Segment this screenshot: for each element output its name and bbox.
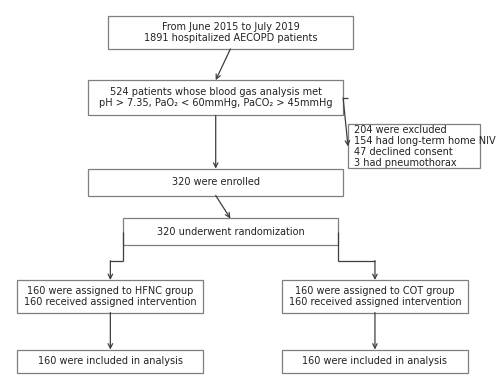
FancyBboxPatch shape — [17, 280, 204, 312]
Text: From June 2015 to July 2019: From June 2015 to July 2019 — [162, 22, 300, 32]
Text: 160 were assigned to COT group: 160 were assigned to COT group — [295, 286, 454, 296]
Text: 524 patients whose blood gas analysis met: 524 patients whose blood gas analysis me… — [110, 88, 322, 97]
Text: 47 declined consent: 47 declined consent — [354, 147, 452, 157]
Text: pH > 7.35, PaO₂ < 60mmHg, PaCO₂ > 45mmHg: pH > 7.35, PaO₂ < 60mmHg, PaCO₂ > 45mmHg — [99, 98, 332, 108]
Text: 154 had long-term home NIV: 154 had long-term home NIV — [354, 136, 496, 146]
Text: 160 received assigned intervention: 160 received assigned intervention — [24, 297, 197, 307]
Text: 160 were assigned to HFNC group: 160 were assigned to HFNC group — [27, 286, 194, 296]
FancyBboxPatch shape — [122, 219, 338, 245]
FancyBboxPatch shape — [108, 16, 353, 49]
Text: 320 underwent randomization: 320 underwent randomization — [156, 227, 304, 237]
FancyBboxPatch shape — [17, 350, 204, 373]
FancyBboxPatch shape — [88, 169, 343, 196]
Text: 1891 hospitalized AECOPD patients: 1891 hospitalized AECOPD patients — [144, 33, 317, 43]
Text: 160 were included in analysis: 160 were included in analysis — [38, 356, 183, 366]
FancyBboxPatch shape — [282, 350, 468, 373]
FancyBboxPatch shape — [348, 124, 480, 169]
Text: 204 were excluded: 204 were excluded — [354, 126, 446, 135]
Text: 320 were enrolled: 320 were enrolled — [172, 177, 260, 187]
Text: 3 had pneumothorax: 3 had pneumothorax — [354, 158, 456, 168]
FancyBboxPatch shape — [88, 80, 343, 115]
Text: 160 were included in analysis: 160 were included in analysis — [302, 356, 448, 366]
Text: 160 received assigned intervention: 160 received assigned intervention — [288, 297, 462, 307]
FancyBboxPatch shape — [282, 280, 468, 312]
